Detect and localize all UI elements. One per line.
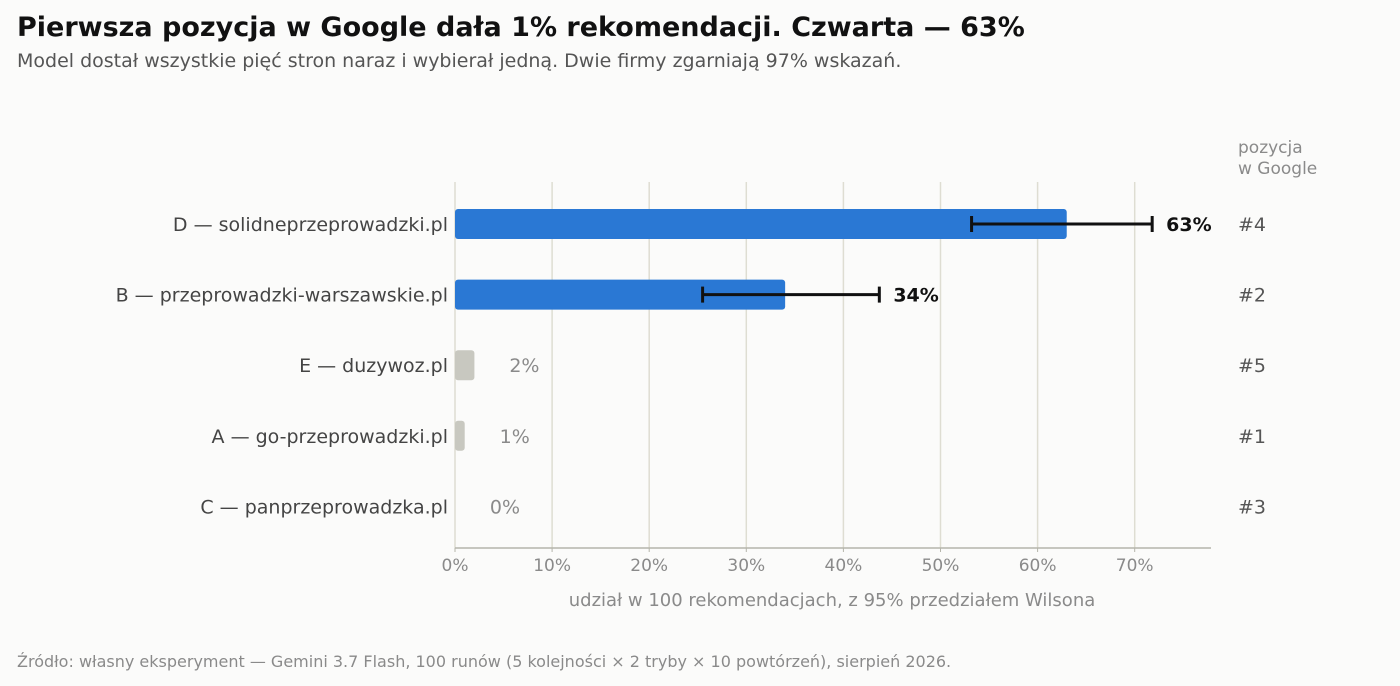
x-tick-label: 20% [630,556,668,576]
value-label: 1% [500,426,530,448]
category-label: E — duzywoz.pl [299,355,448,377]
value-label: 2% [509,355,539,377]
google-position-label: #5 [1238,355,1266,377]
bar [455,350,475,381]
google-position-label: #3 [1238,496,1266,518]
value-label: 0% [490,496,520,518]
x-tick-label: 30% [727,556,765,576]
source-note: Źródło: własny eksperyment — Gemini 3.7 … [17,652,952,671]
x-axis-label: udział w 100 rekomendacjach, z 95% przed… [569,590,1096,611]
category-label: C — panprzeprowadzka.pl [200,496,448,518]
category-label: D — solidneprzeprowadzki.pl [173,214,448,236]
x-tick-label: 0% [442,556,469,576]
value-label: 34% [893,285,938,307]
google-position-label: #1 [1238,426,1266,448]
chart-subtitle: Model dostał wszystkie pięć stron naraz … [17,50,902,72]
position-column-header: pozycja [1238,138,1303,158]
x-tick-label: 60% [1019,556,1057,576]
x-tick-label: 40% [825,556,863,576]
category-label: A — go-przeprowadzki.pl [212,426,448,448]
bar [455,209,1067,239]
value-label: 63% [1166,214,1211,236]
x-tick-label: 10% [533,556,571,576]
google-position-label: #4 [1238,214,1266,236]
chart-title: Pierwsza pozycja w Google dała 1% rekome… [17,12,1025,43]
x-tick-label: 50% [922,556,960,576]
category-label: B — przeprowadzki-warszawskie.pl [116,285,448,307]
bar [455,420,465,451]
position-column-header: w Google [1238,159,1317,179]
x-tick-label: 70% [1116,556,1154,576]
google-position-label: #2 [1238,285,1266,307]
